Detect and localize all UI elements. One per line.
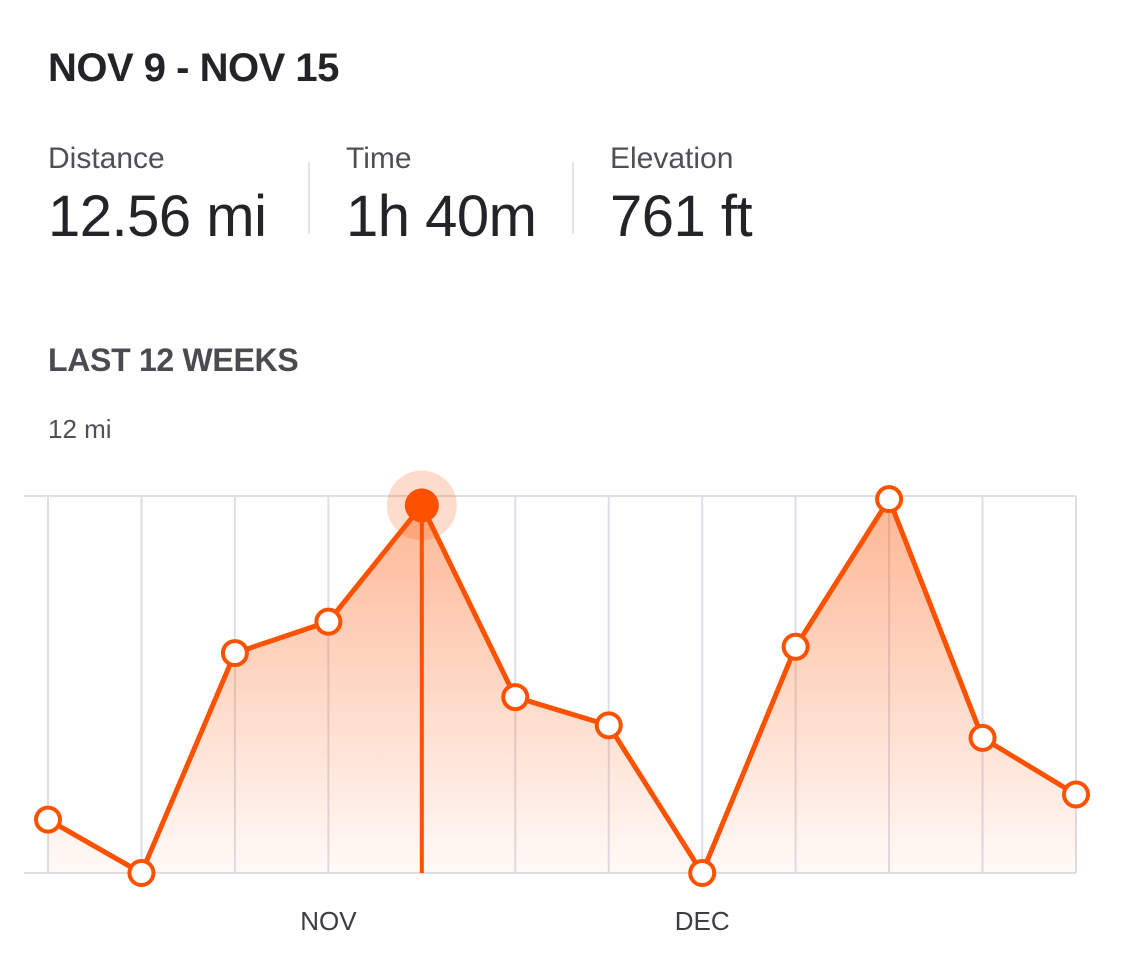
week-title: NOV 9 - NOV 15 [48, 46, 339, 90]
data-point[interactable] [1062, 780, 1090, 809]
stat-divider [572, 162, 574, 234]
stat-distance-value: 12.56 mi [48, 184, 267, 249]
stat-divider [308, 162, 310, 234]
data-point[interactable] [220, 639, 249, 668]
stat-time: Time 1h 40m [310, 140, 572, 252]
stat-distance: Distance 12.56 mi [48, 140, 308, 252]
x-axis-labels: NOV DEC [300, 906, 729, 936]
stat-elevation-value: 761 ft [610, 184, 753, 249]
y-axis-max-label: 12 mi [48, 414, 112, 444]
selected-data-point[interactable] [404, 488, 439, 523]
x-tick-label: NOV [300, 906, 357, 936]
area-fill [48, 499, 1076, 873]
x-tick-label: DEC [675, 906, 730, 936]
data-point[interactable] [594, 711, 623, 740]
stat-elevation-label: Elevation [610, 142, 734, 175]
weekly-stats: Distance 12.56 mi Time 1h 40m Elevation … [48, 140, 753, 252]
data-point[interactable] [34, 805, 62, 834]
stat-distance-label: Distance [48, 142, 165, 175]
chart-points[interactable] [34, 470, 1090, 887]
stat-time-value: 1h 40m [346, 184, 537, 249]
data-point[interactable] [501, 683, 530, 712]
data-point[interactable] [875, 485, 904, 514]
data-point[interactable] [127, 859, 156, 887]
stat-elevation: Elevation 761 ft [574, 140, 753, 252]
data-point[interactable] [968, 723, 997, 752]
chart-area [48, 499, 1076, 873]
data-point[interactable] [314, 607, 343, 636]
chart-line [46, 496, 1078, 876]
series-line [46, 496, 1078, 876]
data-point[interactable] [688, 859, 717, 887]
stat-time-label: Time [346, 142, 412, 175]
data-point[interactable] [781, 632, 810, 661]
section-title: LAST 12 WEEKS [48, 342, 299, 378]
